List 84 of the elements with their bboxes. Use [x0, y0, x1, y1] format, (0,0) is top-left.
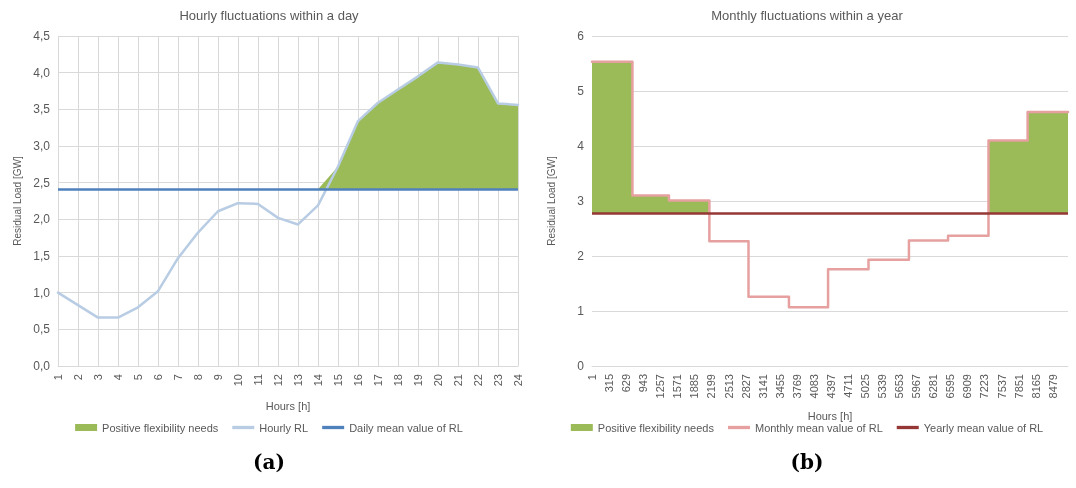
x-tick-label: 6 [152, 374, 164, 381]
y-tick-label: 2 [577, 249, 585, 263]
y-tick-label: 2,0 [33, 212, 51, 227]
text: (a) [253, 450, 285, 474]
x-tick-label: 24 [512, 374, 524, 387]
y-tick-label: 0 [577, 359, 585, 373]
legend-label: Monthly mean value of RL [754, 421, 883, 434]
x-tick-label: 16 [352, 374, 364, 387]
x-tick-label: 21 [452, 374, 464, 387]
x-tick-label: 943 [637, 374, 650, 393]
y-tick-label: 4,5 [33, 29, 51, 43]
x-tick-label: 4397 [824, 374, 837, 399]
line-series [56, 61, 520, 319]
x-tick-label: 7 [172, 374, 184, 381]
x-tick-label: 1571 [671, 374, 684, 399]
x-tick-label: 1 [586, 374, 598, 381]
x-tick-label: 6281 [927, 374, 940, 399]
y-tick-label: 0,5 [33, 322, 51, 337]
x-tick-label: 6595 [944, 374, 957, 399]
x-axis-title: Hours [h] [265, 399, 311, 412]
legend-label: Positive flexibility needs [102, 421, 219, 434]
x-tick-label: 1 [52, 374, 64, 381]
y-tick-label: 5 [577, 84, 585, 98]
x-tick-label: 2 [72, 374, 84, 381]
y-tick-label: 3,0 [33, 139, 51, 153]
x-tick-label: 19 [412, 374, 424, 387]
legend-label: Hourly RL [259, 421, 309, 434]
y-tick-label: 4 [577, 139, 585, 153]
y-tick-label: 4,0 [33, 65, 51, 80]
x-tick-label: 8479 [1046, 374, 1059, 399]
x-tick-label: 3769 [790, 374, 803, 399]
x-tick-label: 4 [112, 374, 124, 381]
x-tick-label: 11 [252, 374, 264, 386]
chart-title: Hourly fluctuations within a day [179, 8, 360, 23]
y-tick-label: 2,5 [33, 175, 51, 190]
y-tick-label: 0,0 [33, 359, 51, 373]
x-tick-label: 18 [392, 374, 404, 387]
y-tick-label: 3 [577, 194, 585, 208]
x-tick-label: 7223 [978, 374, 991, 399]
x-tick-label: 17 [372, 374, 384, 387]
y-axis-title: Residual Load [GW] [545, 156, 557, 246]
x-tick-label: 6909 [961, 374, 974, 399]
chart-title: Monthly fluctuations within a year [711, 8, 904, 23]
x-tick-label: 15 [332, 374, 344, 387]
y-tick-label: 3,5 [33, 102, 51, 117]
x-tick-label: 3 [92, 374, 104, 381]
y-tick-label: 6 [577, 29, 585, 43]
x-tick-label: 1257 [654, 374, 667, 399]
x-tick-label: 2827 [739, 374, 752, 399]
y-tick-label: 1,5 [33, 249, 51, 263]
x-tick-label: 7851 [1012, 374, 1025, 399]
x-tick-label: 8165 [1029, 374, 1042, 399]
x-tick-label: 2513 [722, 374, 735, 399]
x-tick-label: 14 [312, 374, 324, 387]
x-tick-label: 9 [212, 374, 224, 381]
x-tick-label: 8 [192, 374, 204, 381]
x-tick-label: 3141 [756, 374, 769, 399]
x-tick-label: 315 [603, 374, 616, 393]
x-tick-label: 5653 [893, 374, 906, 399]
x-tick-label: 5 [132, 374, 144, 381]
y-axis-title: Residual Load [GW] [11, 156, 23, 246]
legend-label: Positive flexibility needs [597, 421, 715, 434]
x-tick-label: 4083 [807, 374, 820, 399]
x-axis-title: Hours [h] [807, 409, 853, 422]
x-tick-label: 5967 [910, 374, 923, 399]
x-tick-label: 2199 [705, 374, 718, 399]
x-tick-label: 22 [472, 374, 484, 387]
x-tick-label: 10 [232, 374, 244, 387]
x-tick-label: 5025 [859, 374, 872, 399]
text: (b) [790, 450, 824, 474]
y-tick-label: 1 [577, 304, 585, 318]
x-tick-label: 629 [620, 374, 633, 393]
x-tick-label: 1885 [688, 374, 701, 399]
x-tick-label: 12 [272, 374, 284, 387]
x-tick-label: 5339 [876, 374, 889, 399]
legend-label: Daily mean value of RL [349, 421, 463, 434]
x-tick-label: 3455 [773, 374, 786, 399]
x-tick-label: 4711 [841, 374, 854, 398]
x-tick-label: 23 [492, 374, 504, 387]
x-tick-label: 7537 [995, 374, 1008, 399]
x-tick-label: 13 [292, 374, 304, 387]
x-tick-label: 20 [432, 374, 444, 387]
y-tick-label: 1,0 [33, 285, 51, 300]
legend-label: Yearly mean value of RL [923, 421, 1044, 434]
